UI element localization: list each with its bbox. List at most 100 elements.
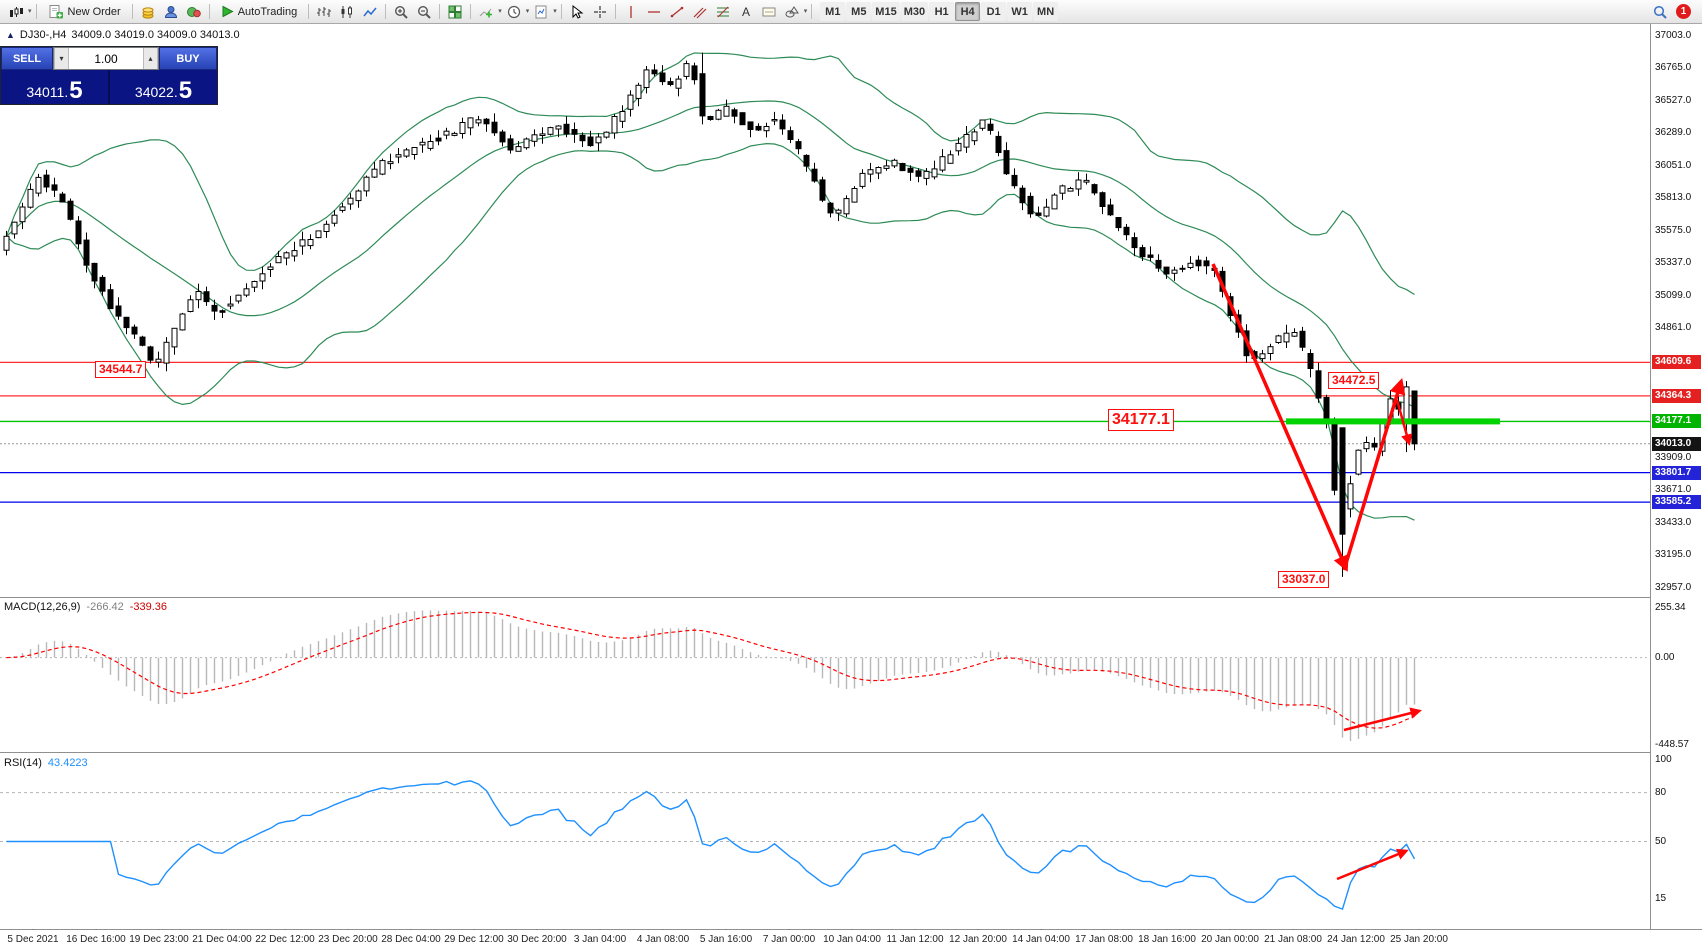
volume-increase-button[interactable]: ▴: [143, 48, 158, 69]
trend-arrow[interactable]: [1342, 377, 1406, 571]
label-tool-icon[interactable]: [758, 2, 780, 22]
gold-coins-icon[interactable]: [137, 2, 159, 22]
channel-tool-icon[interactable]: [689, 2, 711, 22]
vertical-line-tool-icon[interactable]: [620, 2, 642, 22]
timeframe-button-m15[interactable]: M15: [872, 2, 900, 21]
price-axis: 32957.0 33195.0 33433.0 33671.0 33909.0 34861…: [1651, 24, 1702, 929]
rsi-axis-value: 50: [1655, 835, 1667, 847]
candle: [1323, 397, 1330, 424]
candle: [1355, 449, 1362, 475]
timeframe-button-w1[interactable]: W1: [1007, 2, 1033, 21]
ohlc-values: 34009.0 34019.0 34009.0 34013.0: [71, 29, 240, 41]
template-icon[interactable]: [530, 2, 552, 22]
bar-chart-mode-icon[interactable]: [313, 2, 335, 22]
search-icon[interactable]: [1649, 2, 1671, 22]
timeframe-button-h4[interactable]: H4: [955, 2, 981, 21]
rsi-name: RSI(14): [4, 757, 42, 769]
timeframe-button-m1[interactable]: M1: [820, 2, 846, 21]
line-chart-mode-icon[interactable]: [359, 2, 381, 22]
candle: [451, 132, 458, 136]
candle: [291, 250, 298, 257]
timeframe-button-m30[interactable]: M30: [900, 2, 929, 21]
timeframe-button-m5[interactable]: M5: [846, 2, 872, 21]
zoom-in-icon[interactable]: [390, 2, 412, 22]
bid-price-button[interactable]: 34011. 5: [1, 70, 108, 104]
profile-icon[interactable]: [160, 2, 182, 22]
candle: [907, 167, 914, 173]
price-tick: 37003.0: [1655, 29, 1692, 41]
trendline-tool-icon[interactable]: [666, 2, 688, 22]
candle: [1251, 351, 1258, 359]
candle: [747, 121, 754, 131]
chart-menu-button[interactable]: [5, 2, 27, 22]
ask-price-button[interactable]: 34022. 5: [110, 70, 217, 104]
cursor-icon[interactable]: [566, 2, 588, 22]
trend-arrow[interactable]: [1336, 848, 1409, 881]
price-annotation[interactable]: 34177.1: [1108, 409, 1174, 431]
trend-arrow[interactable]: [1343, 707, 1422, 732]
zoom-out-icon[interactable]: [413, 2, 435, 22]
trend-arrow[interactable]: [1211, 263, 1349, 572]
candle: [1043, 206, 1050, 217]
candle: [1203, 260, 1210, 267]
autotrading-button[interactable]: AutoTrading: [214, 2, 305, 22]
candle: [339, 206, 346, 211]
candle: [803, 154, 810, 167]
text-tool-icon[interactable]: A: [735, 2, 757, 22]
candle: [995, 135, 1002, 153]
buy-button[interactable]: BUY: [159, 47, 217, 70]
chart-area[interactable]: ▲ DJ30-,H4 34009.0 34019.0 34009.0 34013…: [0, 24, 1702, 948]
candle: [979, 119, 986, 129]
price-annotation[interactable]: 34472.5: [1328, 372, 1380, 389]
candle: [1347, 483, 1354, 510]
tile-windows-icon[interactable]: [444, 2, 466, 22]
time-axis-label: 18 Jan 16:00: [1138, 934, 1196, 945]
candle: [259, 273, 266, 282]
price-tick: 35813.0: [1655, 192, 1692, 204]
trend-arrow[interactable]: [1395, 399, 1413, 446]
candle: [1387, 398, 1394, 422]
candle: [179, 313, 186, 331]
timeframe-button-d1[interactable]: D1: [981, 2, 1007, 21]
volume-field[interactable]: ▾ 1.00 ▴: [53, 47, 159, 70]
fibonacci-tool-icon[interactable]: [712, 2, 734, 22]
candlestick-mode-icon[interactable]: [336, 2, 358, 22]
candle: [1059, 185, 1066, 194]
timeframe-button-h1[interactable]: H1: [929, 2, 955, 21]
candle: [595, 136, 602, 144]
macd-signal-line: [6, 611, 1415, 729]
timeframe-button-mn[interactable]: MN: [1033, 2, 1059, 21]
candle: [955, 142, 962, 152]
candle: [67, 200, 74, 220]
shapes-tool-icon[interactable]: [781, 2, 803, 22]
price-annotation[interactable]: 34544.7: [95, 361, 147, 378]
new-order-button[interactable]: New Order: [41, 2, 128, 22]
candle: [1131, 237, 1138, 249]
support-zone-line[interactable]: [1286, 418, 1500, 425]
community-icon[interactable]: [183, 2, 205, 22]
candle: [1411, 390, 1418, 445]
candle: [155, 358, 162, 363]
candle: [435, 137, 442, 142]
price-annotation[interactable]: 33037.0: [1278, 571, 1330, 588]
candle: [371, 168, 378, 178]
time-axis-label: 3 Jan 04:00: [573, 934, 627, 945]
candle: [1075, 179, 1082, 190]
candle: [267, 266, 274, 270]
notification-badge[interactable]: 1: [1676, 4, 1691, 19]
crosshair-icon[interactable]: [589, 2, 611, 22]
candle: [251, 281, 258, 288]
one-click-collapse-icon[interactable]: ▲: [6, 30, 15, 40]
indicators-icon[interactable]: [475, 2, 497, 22]
candle: [659, 72, 666, 83]
candle: [523, 138, 530, 149]
candle: [1363, 442, 1370, 450]
time-axis-label: 21 Jan 08:00: [1264, 934, 1322, 945]
price-line-badge: 34364.3: [1652, 388, 1701, 403]
volume-value[interactable]: 1.00: [94, 51, 118, 66]
volume-decrease-button[interactable]: ▾: [54, 48, 69, 69]
horizontal-line-tool-icon[interactable]: [643, 2, 665, 22]
timeframe-clock-icon[interactable]: [503, 2, 525, 22]
sell-button[interactable]: SELL: [1, 47, 53, 70]
